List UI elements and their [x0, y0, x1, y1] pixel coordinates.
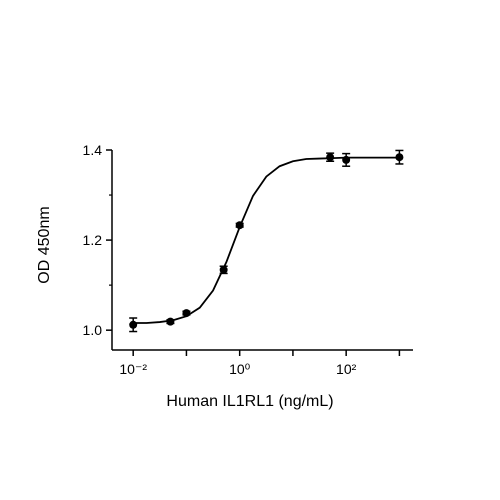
data-point: [326, 153, 335, 162]
x-axis-label: Human IL1RL1 (ng/mL): [166, 393, 333, 410]
data-point: [129, 320, 138, 329]
data-point: [395, 153, 404, 162]
fit-curve: [133, 156, 400, 324]
y-axis-label: OD 450nm: [36, 206, 53, 283]
y-tick-label: 1.4: [83, 142, 103, 158]
x-tick-label: 10²: [336, 361, 357, 377]
y-tick-label: 1.2: [83, 232, 103, 248]
y-tick-label: 1.0: [83, 322, 103, 338]
data-point: [182, 309, 191, 318]
data-point: [235, 221, 244, 230]
x-tick-label: 10⁰: [229, 361, 251, 377]
data-point: [166, 317, 175, 326]
data-point: [342, 155, 351, 164]
data-point: [219, 265, 228, 274]
x-tick-label: 10⁻²: [119, 361, 147, 377]
